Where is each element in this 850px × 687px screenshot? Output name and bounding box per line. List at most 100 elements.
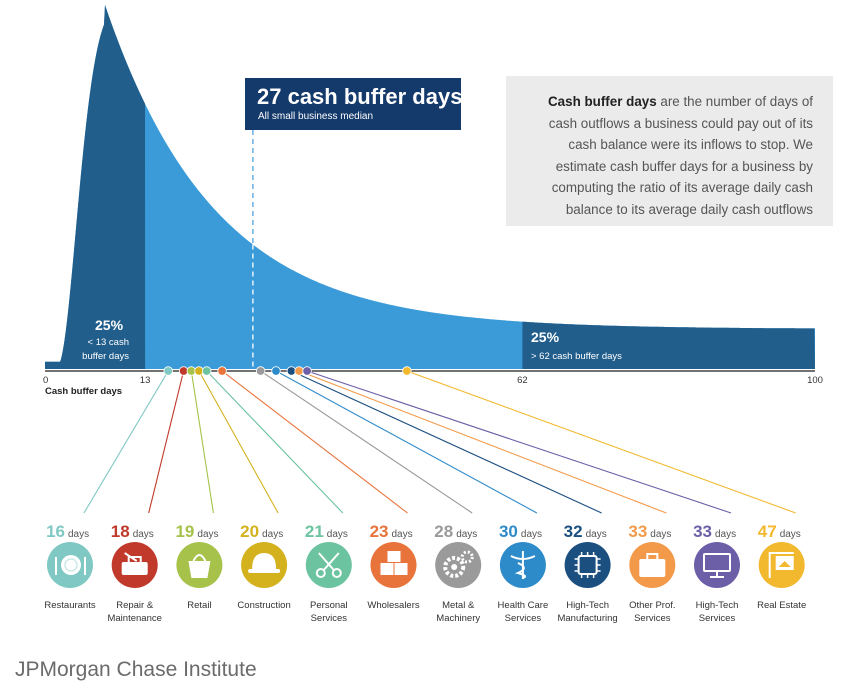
industry-days-value: 16 xyxy=(46,522,65,541)
industry-name: Construction xyxy=(237,600,290,611)
industry-name: High-Tech xyxy=(696,600,739,611)
industry-item: 19 days Retail xyxy=(175,522,223,611)
industry-connector xyxy=(221,370,408,514)
industry-marker xyxy=(271,366,281,376)
curve-area-bottom-quartile xyxy=(45,5,146,369)
definition-body: are the number of days of cash outflows … xyxy=(548,94,813,217)
industry-connector xyxy=(260,370,473,514)
monitor-icon xyxy=(703,553,731,578)
industry-name: Retail xyxy=(187,600,211,611)
industry-days-value: 47 xyxy=(758,522,777,541)
industry-name: Services xyxy=(505,613,542,624)
x-tick-label: 13 xyxy=(140,375,151,386)
top-quartile-label: > 62 cash buffer days xyxy=(531,351,622,362)
industry-markers xyxy=(163,366,412,376)
industry-marker xyxy=(217,366,227,376)
industry-connector xyxy=(298,370,667,514)
x-tick-label: 62 xyxy=(517,375,528,386)
bottom-quartile-percent: 25% xyxy=(95,317,124,333)
x-axis-title: Cash buffer days xyxy=(45,386,122,397)
industry-item: 33 days Other Prof. Services xyxy=(628,522,675,624)
x-tick-label: 0 xyxy=(43,375,48,386)
industry-days-unit: days xyxy=(715,529,736,540)
toolbox-icon xyxy=(121,552,148,575)
x-tick-label: 100 xyxy=(807,375,823,386)
industry-days-unit: days xyxy=(521,529,542,540)
industry-days-value: 23 xyxy=(370,522,389,541)
industry-days-value: 28 xyxy=(434,522,453,541)
industry-name: Metal & xyxy=(442,600,475,611)
industry-name: Real Estate xyxy=(757,600,806,611)
industry-days-unit: days xyxy=(780,529,801,540)
median-subtitle: All small business median xyxy=(258,111,374,122)
industry-connector xyxy=(406,370,796,514)
industry-days-unit: days xyxy=(68,529,89,540)
industry-item: 47 days Real Estate xyxy=(757,522,806,611)
industry-days-value: 33 xyxy=(628,522,647,541)
industry-name: Services xyxy=(699,613,736,624)
industry-name: Manufacturing xyxy=(557,613,617,624)
x-axis-ticks: 0 13 62 100 xyxy=(43,375,823,386)
boxes-icon xyxy=(380,551,408,575)
industry-days-unit: days xyxy=(456,529,477,540)
industry-days-value: 32 xyxy=(564,522,583,541)
industry-connector xyxy=(275,370,538,514)
industry-item: 16 days Restaurants xyxy=(44,522,95,611)
curve-area-upper-75pct xyxy=(45,5,815,369)
house-sign-icon xyxy=(768,552,794,578)
industry-days-unit: days xyxy=(650,529,671,540)
industry-name: Wholesalers xyxy=(367,600,420,611)
industry-icon-circle xyxy=(435,542,482,588)
top-quartile-percent: 25% xyxy=(531,329,560,345)
industry-marker xyxy=(302,366,312,376)
industry-days-value: 21 xyxy=(305,522,324,541)
definition-term: Cash buffer days xyxy=(548,94,657,109)
source-credit: JPMorgan Chase Institute xyxy=(15,658,257,681)
industry-icon-circle xyxy=(564,542,611,588)
industry-marker xyxy=(163,366,173,376)
industry-name: Personal xyxy=(310,600,348,611)
industry-icon-circle xyxy=(694,542,740,588)
cash-buffer-chart: 0 13 62 100 Cash buffer days 25% < 13 cash … xyxy=(43,5,823,624)
industry-item: 18 days Repair & Maintenance xyxy=(107,522,161,624)
bottom-quartile-label-1: < 13 cash xyxy=(88,337,129,348)
hard-hat-icon xyxy=(248,553,281,573)
industry-days-unit: days xyxy=(586,529,607,540)
industry-days-value: 18 xyxy=(111,522,130,541)
industry-item: 33 days High-Tech Services xyxy=(693,522,740,624)
industry-days-value: 20 xyxy=(240,522,259,541)
industry-days-unit: days xyxy=(327,529,348,540)
industry-connector xyxy=(190,370,214,514)
industry-name: Services xyxy=(311,613,348,624)
shopping-bag-icon xyxy=(188,554,211,578)
industry-connector xyxy=(206,370,344,514)
industry-connector xyxy=(83,370,169,514)
industry-item: 20 days Construction xyxy=(237,522,290,611)
chip-icon xyxy=(574,552,601,578)
industry-days-value: 19 xyxy=(175,522,194,541)
industry-name: Repair & xyxy=(116,600,154,611)
definition-text: Cash buffer days are the number of days … xyxy=(523,91,813,220)
industry-days-unit: days xyxy=(392,529,413,540)
gears-icon xyxy=(443,550,474,578)
industry-marker xyxy=(201,366,212,376)
industry-name: Services xyxy=(634,613,671,624)
industry-marker xyxy=(255,366,266,376)
industry-name: Restaurants xyxy=(44,600,95,611)
industry-days-unit: days xyxy=(133,529,154,540)
industry-days-value: 30 xyxy=(499,522,518,541)
industry-marker xyxy=(294,366,304,376)
median-callout: 27 cash buffer days All small business m… xyxy=(245,78,463,130)
industry-item: 32 days High-Tech Manufacturing xyxy=(557,522,617,624)
industry-days-unit: days xyxy=(197,529,218,540)
industry-name: Machinery xyxy=(436,613,480,624)
industry-marker xyxy=(402,366,412,376)
plate-icon xyxy=(55,555,86,575)
industry-item: 30 days Health Care Services xyxy=(498,522,549,624)
scissors-icon xyxy=(315,552,342,578)
industry-connector xyxy=(148,370,185,514)
median-title: 27 cash buffer days xyxy=(257,84,463,109)
bottom-quartile-label-2: buffer days xyxy=(82,351,129,362)
industry-name: Maintenance xyxy=(107,613,161,624)
